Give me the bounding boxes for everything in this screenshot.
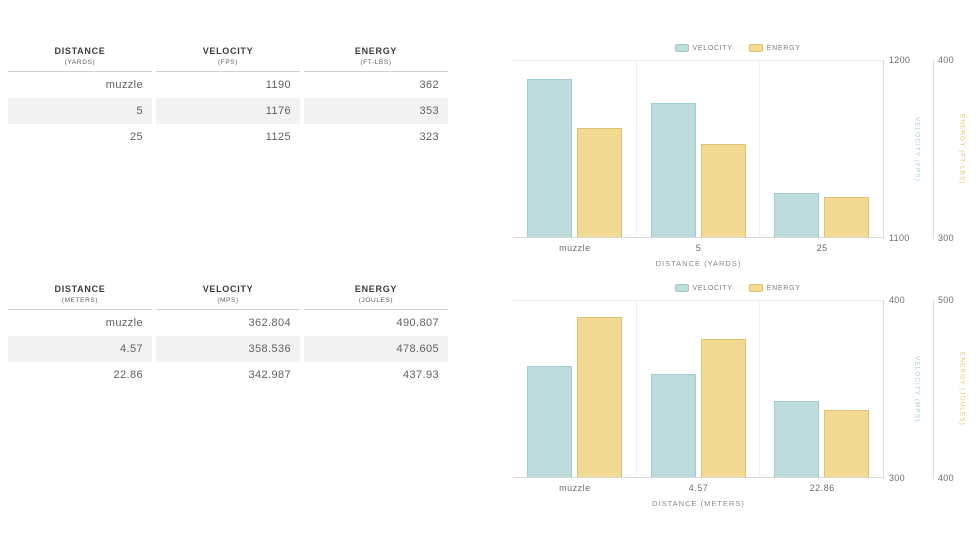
column-label: ENERGY xyxy=(354,284,398,294)
bar-velocity-5 xyxy=(650,103,696,237)
bar-group-muzzle xyxy=(513,61,636,237)
column-unit: (FT-LBS) xyxy=(360,59,392,66)
column-header-energy: ENERGY (FT-LBS) xyxy=(304,40,448,72)
legend-label: ENERGY xyxy=(766,284,801,292)
column-header-distance: DISTANCE (YARDS) xyxy=(8,40,152,72)
table-cell: 342.987 xyxy=(248,369,291,381)
chart-imperial: VELOCITY ENERGY 1200 1100 400 300 VELOCI… xyxy=(505,38,970,278)
legend-label: ENERGY xyxy=(766,44,801,52)
column-label: VELOCITY xyxy=(202,46,254,56)
x-axis-labels: muzzle 4.57 22.86 xyxy=(513,483,884,493)
energy-swatch-icon xyxy=(748,284,763,292)
table-cell: 1125 xyxy=(265,131,291,143)
column-unit: (YARDS) xyxy=(64,59,96,66)
column-label: DISTANCE xyxy=(54,46,106,56)
ballistics-table-metric: DISTANCE (METERS) VELOCITY (MPS) ENERGY … xyxy=(8,278,448,388)
x-axis-label: muzzle xyxy=(559,243,591,253)
velocity-swatch-icon xyxy=(674,44,689,52)
energy-axis-tick: 400 xyxy=(938,55,954,65)
table-cell: muzzle xyxy=(105,79,143,91)
energy-axis-line xyxy=(933,300,934,479)
bar-velocity-22.86 xyxy=(774,401,820,477)
energy-swatch-icon xyxy=(748,44,763,52)
column-header-distance: DISTANCE (METERS) xyxy=(8,278,152,310)
energy-axis-title: ENERGY (FT-LBS) xyxy=(958,113,966,185)
energy-axis-tick: 400 xyxy=(938,473,954,483)
legend-item-energy[interactable]: ENERGY xyxy=(748,44,801,52)
bar-velocity-25 xyxy=(774,193,820,237)
column-label: ENERGY xyxy=(354,46,398,56)
column-unit: (METERS) xyxy=(61,297,99,304)
velocity-axis-title: VELOCITY (MPS) xyxy=(913,355,921,423)
velocity-axis-tick: 400 xyxy=(889,295,905,305)
column-label: DISTANCE xyxy=(54,284,106,294)
energy-axis-line xyxy=(933,60,934,239)
table-cell: 22.86 xyxy=(113,369,143,381)
column-label: VELOCITY xyxy=(202,284,254,294)
chart-metric: VELOCITY ENERGY 400 300 500 400 VELOCITY… xyxy=(505,278,970,518)
bar-energy-4.57 xyxy=(700,338,746,477)
legend-item-energy[interactable]: ENERGY xyxy=(748,284,801,292)
column-header-velocity: VELOCITY (FPS) xyxy=(156,40,300,72)
table-cell: 5 xyxy=(8,98,152,124)
table-cell: 323 xyxy=(419,131,439,143)
bar-energy-22.86 xyxy=(824,410,870,477)
chart-legend: VELOCITY ENERGY xyxy=(505,284,970,292)
x-axis-label: 5 xyxy=(695,243,702,253)
bar-velocity-muzzle xyxy=(526,366,572,477)
velocity-swatch-icon xyxy=(674,284,689,292)
x-axis-title: DISTANCE (YARDS) xyxy=(655,259,742,268)
energy-axis-tick: 500 xyxy=(938,295,954,305)
velocity-axis-tick: 300 xyxy=(889,473,905,483)
bar-group-5 xyxy=(635,61,760,237)
column-header-velocity: VELOCITY (MPS) xyxy=(156,278,300,310)
column-header-energy: ENERGY (JOULES) xyxy=(304,278,448,310)
x-axis-title: DISTANCE (METERS) xyxy=(652,499,745,508)
table-cell: 353 xyxy=(304,98,448,124)
legend-label: VELOCITY xyxy=(692,44,733,52)
energy-axis-title: ENERGY (JOULES) xyxy=(958,352,966,426)
x-axis-labels: muzzle 5 25 xyxy=(513,243,884,253)
table-cell: 478.605 xyxy=(304,336,448,362)
energy-axis-tick: 300 xyxy=(938,233,954,243)
ballistics-table-imperial: DISTANCE (YARDS) VELOCITY (FPS) ENERGY (… xyxy=(8,40,448,150)
plot-area xyxy=(513,60,884,238)
table-cell: 4.57 xyxy=(8,336,152,362)
x-axis-label: 22.86 xyxy=(809,483,835,493)
table-cell: 25 xyxy=(129,131,143,143)
column-unit: (FPS) xyxy=(218,59,238,66)
column-unit: (JOULES) xyxy=(358,297,394,304)
velocity-axis-tick: 1100 xyxy=(889,233,910,243)
bar-group-muzzle xyxy=(513,301,636,477)
x-axis-label: 25 xyxy=(816,243,828,253)
bar-velocity-muzzle xyxy=(526,78,572,237)
velocity-axis-tick: 1200 xyxy=(889,55,911,65)
chart-legend: VELOCITY ENERGY xyxy=(505,44,970,52)
legend-item-velocity[interactable]: VELOCITY xyxy=(674,284,733,292)
legend-item-velocity[interactable]: VELOCITY xyxy=(674,44,733,52)
bar-energy-muzzle xyxy=(576,317,622,477)
x-axis-label: muzzle xyxy=(559,483,591,493)
bar-energy-muzzle xyxy=(576,127,622,237)
velocity-axis-title: VELOCITY (FPS) xyxy=(913,116,921,182)
table-cell: 362.804 xyxy=(248,317,291,329)
table-cell: 490.807 xyxy=(396,317,439,329)
bar-group-4.57 xyxy=(635,301,760,477)
bar-velocity-4.57 xyxy=(650,373,696,477)
table-cell: 362 xyxy=(419,79,439,91)
column-unit: (MPS) xyxy=(217,297,239,304)
table-cell: 358.536 xyxy=(156,336,300,362)
bar-energy-25 xyxy=(824,196,870,237)
table-cell: 437.93 xyxy=(402,369,439,381)
plot-area xyxy=(513,300,884,478)
table-cell: 1190 xyxy=(265,79,291,91)
bar-energy-5 xyxy=(700,143,746,237)
bar-group-25 xyxy=(759,61,883,237)
x-axis-label: 4.57 xyxy=(688,483,709,493)
table-cell: 1176 xyxy=(156,98,300,124)
table-cell: muzzle xyxy=(105,317,143,329)
bar-group-22.86 xyxy=(759,301,883,477)
legend-label: VELOCITY xyxy=(692,284,733,292)
